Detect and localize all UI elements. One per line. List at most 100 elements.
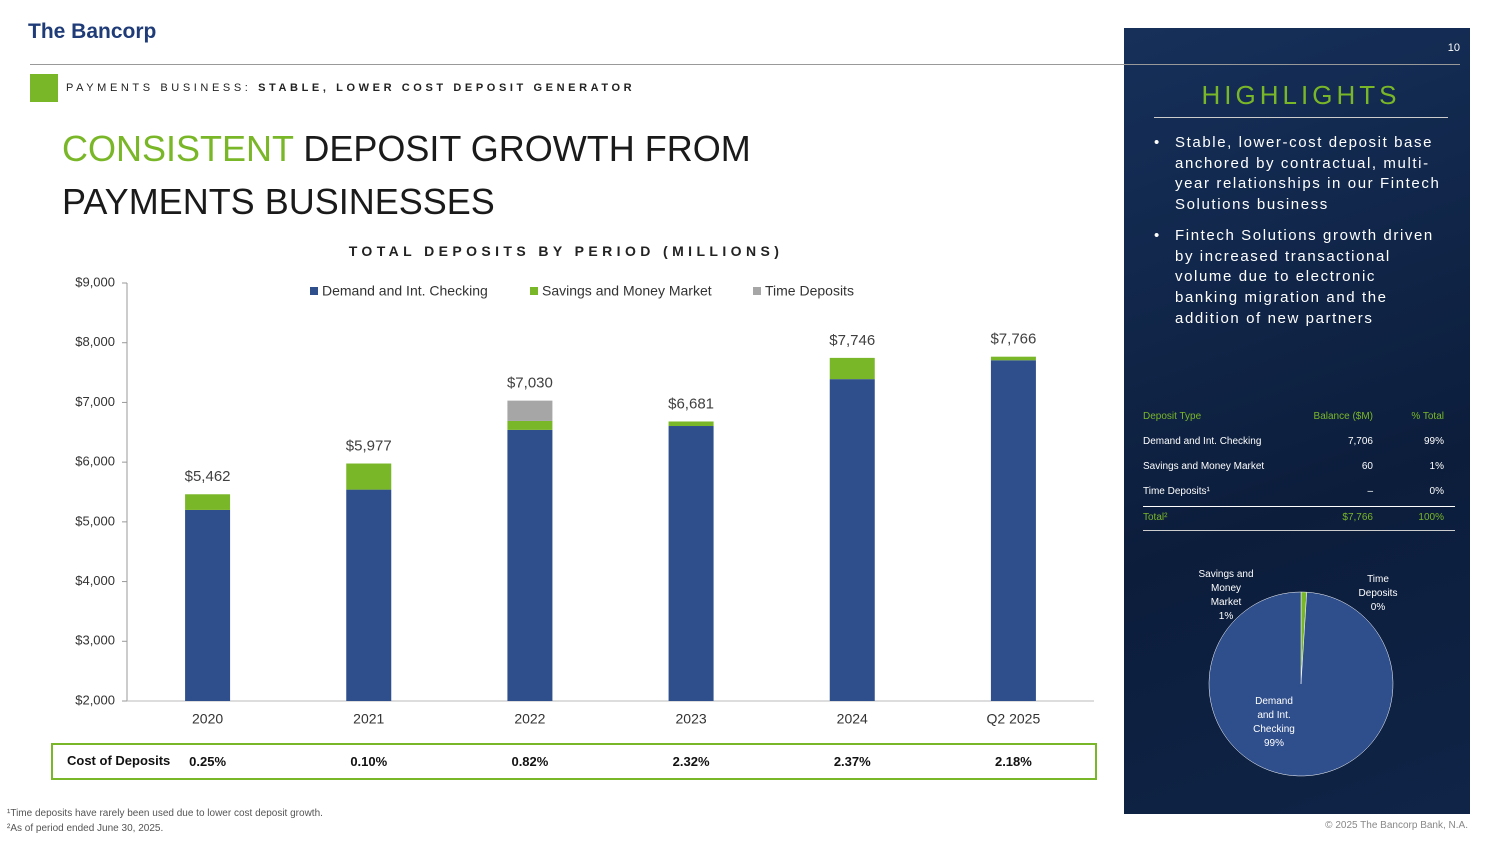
pie-label: Demand and Int. Checking 99%	[1249, 695, 1299, 751]
table-cell: Time Deposits¹	[1143, 486, 1210, 497]
total-label: $6,681	[668, 395, 714, 412]
cost-value: 2.37%	[833, 754, 871, 769]
logo: The Bancorp	[28, 20, 157, 43]
bar-segment	[668, 426, 714, 701]
chart-title: TOTAL DEPOSITS BY PERIOD (MILLIONS)	[348, 243, 784, 259]
table-cell: Savings and Money Market	[1143, 461, 1265, 472]
x-tick-label: 2023	[676, 711, 707, 727]
legend-label: Savings and Money Market	[542, 283, 712, 299]
x-tick-label: 2022	[514, 711, 545, 727]
table-cell: Deposit Type	[1143, 411, 1202, 422]
footnote: ¹Time deposits have rarely been used due…	[7, 808, 323, 819]
cost-value: 2.18%	[994, 754, 1032, 769]
bar-segment	[185, 494, 231, 510]
table-row: Savings and Money Market 60 1%	[1143, 456, 1455, 481]
table-row: Deposit Type Balance ($M) % Total	[1143, 406, 1455, 431]
section-rest: STABLE, LOWER COST DEPOSIT GENERATOR	[258, 82, 636, 94]
y-tick-label: $5,000	[75, 513, 115, 528]
y-tick-label: $8,000	[75, 334, 115, 349]
bar-segment	[990, 360, 1036, 701]
footnote: ²As of period ended June 30, 2025.	[7, 823, 164, 834]
table-cell: Total²	[1143, 512, 1168, 523]
highlights-rule	[1154, 117, 1448, 118]
bar-segment	[507, 429, 553, 701]
section-marker	[30, 74, 58, 102]
x-tick-label: 2024	[837, 711, 868, 727]
bar-segment	[507, 420, 553, 430]
bar-segment	[829, 379, 875, 701]
bullet-text: Fintech Solutions growth driven by incre…	[1175, 226, 1434, 327]
pie-label-name: Demand and Int. Checking	[1253, 696, 1295, 735]
x-tick-label: 2021	[353, 711, 384, 727]
y-tick-label: $6,000	[75, 454, 115, 469]
y-tick-label: $7,000	[75, 394, 115, 409]
legend-swatch	[753, 287, 761, 295]
table-row: Total² $7,766 100%	[1143, 506, 1455, 531]
bar-segment	[346, 463, 392, 490]
cost-label: Cost of Deposits	[67, 753, 171, 768]
copyright: © 2025 The Bancorp Bank, N.A.	[1325, 820, 1468, 831]
pie-label-name: Savings and Money Market	[1198, 569, 1254, 608]
section-label: PAYMENTS BUSINESS: STABLE, LOWER COST DE…	[66, 82, 635, 94]
highlights-title: HIGHLIGHTS	[1201, 80, 1401, 110]
total-label: $5,977	[346, 437, 392, 454]
y-tick-label: $2,000	[75, 692, 115, 707]
table-cell: 0%	[1429, 486, 1444, 497]
bar-segment	[668, 421, 714, 427]
total-label: $7,766	[990, 331, 1036, 348]
bullet: • Fintech Solutions growth driven by incr…	[1154, 226, 1444, 330]
cost-value: 2.32%	[672, 754, 710, 769]
cost-box	[51, 743, 1097, 780]
table-cell: % Total	[1411, 411, 1444, 422]
table-row: Demand and Int. Checking 7,706 99%	[1143, 431, 1455, 456]
slide-title: CONSISTENT DEPOSIT GROWTH FROM PAYMENTS …	[62, 122, 782, 228]
legend-label: Time Deposits	[765, 283, 854, 299]
table-cell: Balance ($M)	[1313, 411, 1373, 422]
table-cell: 99%	[1423, 436, 1444, 447]
cost-value: 0.25%	[189, 754, 227, 769]
title-rest: DEPOSIT GROWTH FROM PAYMENTS BUSINESSES	[62, 128, 751, 222]
pie-label: Savings and Money Market 1%	[1196, 568, 1256, 624]
deposit-table: Deposit Type Balance ($M) % Total Demand an…	[1143, 406, 1455, 531]
bar-segment	[507, 400, 553, 421]
title-highlight: CONSISTENT	[62, 128, 294, 169]
header-rule	[30, 64, 1460, 65]
table-cell: Demand and Int. Checking	[1143, 436, 1262, 447]
pie-label-name: Time Deposits	[1358, 574, 1398, 599]
pie-slice	[1208, 591, 1394, 777]
total-label: $5,462	[185, 468, 231, 485]
bar-segment	[829, 357, 875, 380]
pie-label-value: 0%	[1370, 602, 1386, 613]
x-tick-label: 2020	[192, 711, 223, 727]
x-tick-label: Q2 2025	[987, 711, 1041, 727]
bar-segment	[185, 509, 231, 701]
bar-segment	[346, 489, 392, 701]
y-tick-label: $9,000	[75, 274, 115, 289]
cost-value: 0.10%	[350, 754, 388, 769]
y-tick-label: $3,000	[75, 633, 115, 648]
table-cell: 1%	[1429, 461, 1444, 472]
section-lead: PAYMENTS BUSINESS:	[66, 82, 252, 94]
table-row: Time Deposits¹ – 0%	[1143, 481, 1455, 506]
y-tick-label: $4,000	[75, 573, 115, 588]
table-cell: 100%	[1418, 512, 1444, 523]
bullet-list: • Stable, lower-cost deposit base anchore…	[1154, 133, 1444, 339]
legend-swatch	[310, 287, 318, 295]
pie-label-value: 1%	[1218, 611, 1234, 622]
bullet: • Stable, lower-cost deposit base anchore…	[1154, 133, 1444, 216]
legend-swatch	[530, 287, 538, 295]
table-cell: 60	[1361, 461, 1373, 472]
table-cell: 7,706	[1347, 436, 1373, 447]
bar-segment	[990, 356, 1036, 361]
page-number: 10	[1447, 42, 1460, 54]
table-cell: –	[1367, 486, 1373, 497]
cost-value: 0.82%	[511, 754, 549, 769]
total-label: $7,030	[507, 375, 553, 392]
total-label: $7,746	[829, 332, 875, 349]
bullet-dot: •	[1154, 134, 1161, 151]
bullet-dot: •	[1154, 226, 1161, 244]
bullet-text: Stable, lower-cost deposit base anchored…	[1175, 134, 1441, 214]
pie-label-value: 99%	[1263, 738, 1284, 749]
